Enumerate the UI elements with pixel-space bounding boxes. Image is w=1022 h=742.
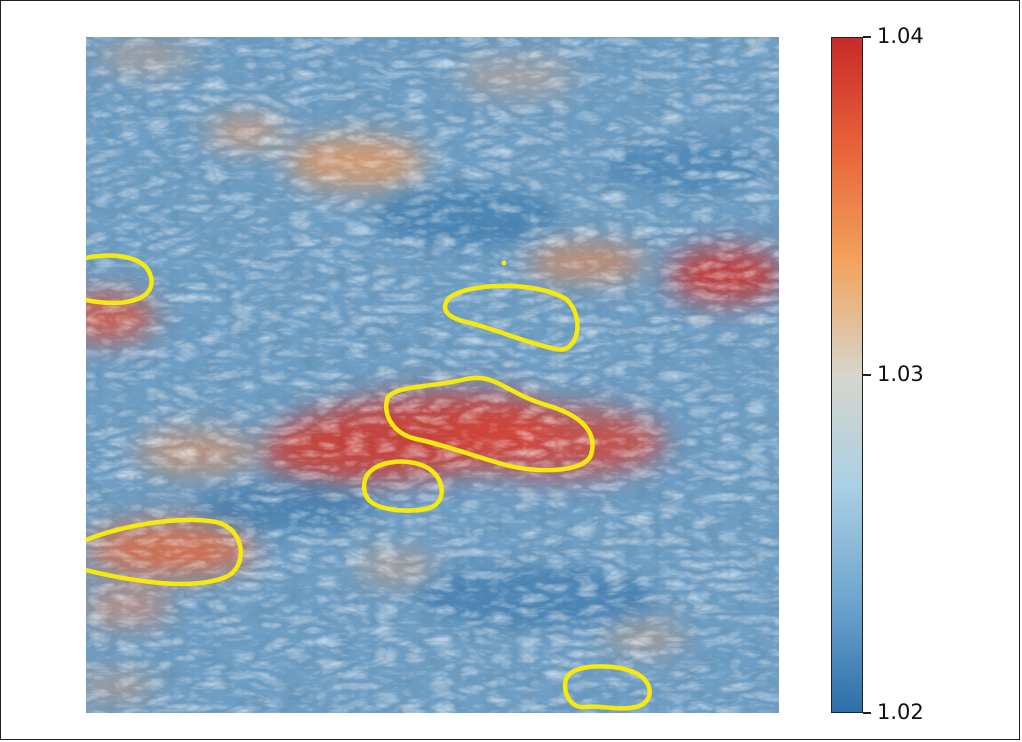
contour-3 — [383, 375, 595, 473]
contour-1 — [86, 253, 154, 306]
tick-mark — [863, 36, 871, 38]
tick-mark — [863, 712, 871, 714]
colorbar-tick-label-top: 1.04 — [877, 24, 924, 48]
colorbar-tick-label-mid: 1.03 — [877, 362, 924, 386]
colorbar-axis: 1.04 1.03 1.02 — [863, 24, 1022, 724]
tick-mark — [863, 374, 871, 376]
contour-7 — [501, 260, 507, 266]
colorbar-tick-label-bottom: 1.02 — [877, 700, 924, 724]
contour-2 — [442, 283, 580, 352]
contour-4 — [361, 459, 444, 513]
heatmap-image — [86, 37, 779, 713]
texture-light — [86, 37, 779, 713]
contour-overlays — [86, 253, 652, 711]
contour-5 — [86, 517, 243, 587]
contour-6 — [562, 664, 652, 711]
colorbar — [831, 37, 863, 713]
